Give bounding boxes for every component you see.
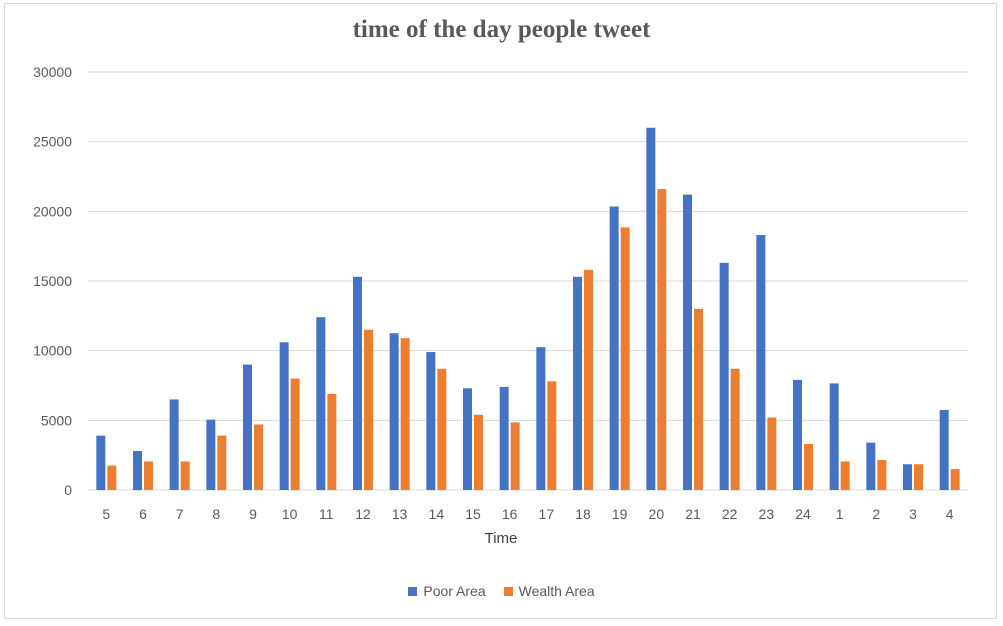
x-tick-label: 21: [685, 506, 701, 522]
legend-item-wealth-area: Wealth Area: [503, 583, 595, 599]
x-tick-label: 18: [575, 506, 591, 522]
bar-wealth-area: [694, 308, 703, 490]
bar-wealth-area: [547, 381, 557, 490]
x-tick-label: 7: [176, 506, 184, 522]
bar-wealth-area: [327, 393, 337, 490]
bar-poor-area: [683, 194, 692, 490]
x-tick-label: 6: [139, 506, 147, 522]
y-tick-label: 10000: [33, 343, 72, 359]
bar-wealth-area: [804, 444, 813, 490]
legend-swatch-poor-area: [408, 586, 418, 596]
bar-wealth-area: [914, 464, 923, 490]
y-tick-label: 15000: [33, 273, 72, 289]
bar-wealth-area: [657, 189, 667, 491]
x-tick-label: 10: [282, 506, 298, 522]
x-tick-label: 1: [836, 506, 844, 522]
bar-poor-area: [133, 450, 142, 490]
x-axis-label: Time: [485, 530, 518, 547]
bar-wealth-area: [107, 465, 117, 490]
bar-wealth-area: [950, 469, 960, 490]
x-tick-label: 9: [249, 506, 257, 522]
bar-wealth-area: [290, 378, 300, 490]
chart-title: time of the day people tweet: [352, 16, 651, 43]
bar-poor-area: [463, 388, 472, 490]
bar-poor-area: [206, 419, 216, 490]
bar-wealth-area: [180, 461, 190, 490]
x-tick-label: 5: [102, 506, 110, 522]
bar-poor-area: [903, 464, 912, 490]
bar-wealth-area: [510, 422, 520, 490]
x-tick-label: 23: [759, 506, 775, 522]
bar-poor-area: [169, 399, 179, 490]
x-tick-label: 4: [946, 506, 954, 522]
x-tick-label: 15: [465, 506, 481, 522]
bar-poor-area: [96, 435, 106, 490]
y-axis-tick-labels: 0 5000 10000 15000 20000 25000 30000: [33, 64, 72, 498]
bar-wealth-area: [474, 414, 483, 490]
bar-wealth-area: [400, 338, 410, 490]
legend-label-wealth-area: Wealth Area: [518, 583, 595, 599]
x-axis-tick-labels: 5 6 7 8 9 10 11 12 13 14 15 16 17 18 19 20 21 22 23 24 1 2 3 4: [102, 506, 953, 522]
bar-poor-area: [646, 127, 656, 490]
bar-poor-area: [609, 206, 619, 490]
bar-wealth-area: [877, 460, 887, 490]
y-tick-label: 5000: [41, 412, 72, 428]
bar-wealth-area: [730, 368, 740, 490]
x-tick-label: 8: [212, 506, 220, 522]
bar-poor-area: [793, 379, 802, 490]
x-tick-label: 17: [539, 506, 555, 522]
bar-wealth-area: [767, 417, 777, 490]
bar-wealth-area: [364, 329, 373, 490]
x-tick-label: 16: [502, 506, 518, 522]
y-tick-label: 30000: [33, 64, 72, 80]
bar-poor-area: [866, 442, 876, 490]
x-tick-label: 20: [649, 506, 665, 522]
bar-poor-area: [389, 333, 399, 490]
y-tick-label: 20000: [33, 203, 72, 219]
gridlines: [88, 71, 968, 491]
x-tick-label: 22: [722, 506, 738, 522]
legend-label-poor-area: Poor Area: [423, 583, 486, 599]
bar-poor-area: [536, 347, 546, 490]
bar-poor-area: [939, 409, 949, 490]
chart-frame: [4, 3, 997, 619]
bar-wealth-area: [254, 424, 263, 490]
bar-poor-area: [829, 383, 839, 490]
x-tick-label: 24: [795, 506, 811, 522]
x-tick-label: 19: [612, 506, 628, 522]
bars: [96, 127, 960, 491]
y-tick-label: 25000: [33, 134, 72, 150]
x-tick-label: 13: [392, 506, 408, 522]
x-tick-label: 11: [319, 506, 334, 522]
legend: Poor Area Wealth Area: [0, 583, 1003, 599]
bar-wealth-area: [144, 461, 153, 490]
bar-poor-area: [573, 276, 582, 490]
bar-poor-area: [279, 342, 289, 490]
bar-poor-area: [719, 262, 729, 490]
x-tick-label: 3: [909, 506, 917, 522]
bar-wealth-area: [437, 368, 447, 490]
x-tick-label: 2: [872, 506, 880, 522]
legend-swatch-wealth-area: [503, 586, 513, 596]
x-tick-label: 14: [429, 506, 445, 522]
legend-item-poor-area: Poor Area: [408, 583, 486, 599]
bar-poor-area: [316, 317, 326, 490]
bar-wealth-area: [584, 269, 593, 490]
bar-wealth-area: [840, 461, 850, 490]
bar-wealth-area: [620, 227, 630, 490]
bar-poor-area: [426, 352, 436, 490]
bar-poor-area: [243, 364, 252, 490]
y-tick-label: 0: [64, 482, 72, 498]
bar-poor-area: [353, 276, 362, 490]
bar-poor-area: [499, 386, 509, 490]
bar-poor-area: [756, 235, 766, 490]
x-tick-label: 12: [355, 506, 371, 522]
bar-wealth-area: [217, 435, 227, 490]
